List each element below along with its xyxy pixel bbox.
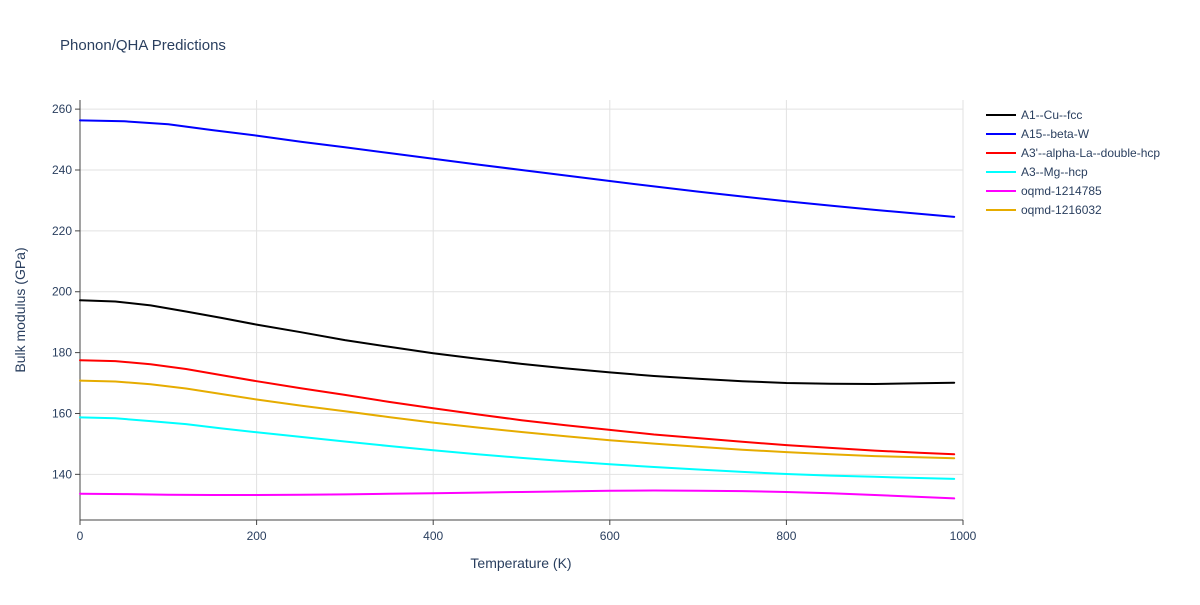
legend-label: oqmd-1216032 — [1021, 203, 1102, 217]
series-line-5[interactable] — [79, 379, 956, 460]
legend-label: oqmd-1214785 — [1021, 184, 1102, 198]
series-line-2[interactable] — [79, 359, 956, 456]
grid — [80, 100, 964, 520]
legend: A1--Cu--fcc A15--beta-W A3'--alpha-La--dou… — [986, 108, 1160, 217]
series-line-1[interactable] — [79, 119, 956, 218]
x-tick-label: 0 — [77, 529, 84, 543]
legend-item[interactable]: A3--Mg--hcp — [986, 165, 1088, 179]
chart-title: Phonon/QHA Predictions — [60, 37, 226, 54]
x-tick-label: 1000 — [950, 529, 977, 543]
y-axis-title: Bulk modulus (GPa) — [12, 247, 28, 372]
legend-item[interactable]: oqmd-1216032 — [986, 203, 1102, 217]
axes: 0 200 400 600 800 1000 140 160 180 200 220 240 260 — [52, 100, 977, 543]
legend-label: A3'--alpha-La--double-hcp — [1021, 146, 1160, 160]
legend-item[interactable]: A3'--alpha-La--double-hcp — [986, 146, 1160, 160]
legend-item[interactable]: A15--beta-W — [986, 127, 1090, 141]
series-line-3[interactable] — [79, 416, 956, 480]
legend-item[interactable]: oqmd-1214785 — [986, 184, 1102, 198]
y-tick-label: 240 — [52, 163, 72, 177]
x-axis-title: Temperature (K) — [470, 555, 571, 571]
x-tick-label: 600 — [600, 529, 620, 543]
plot-area[interactable] — [79, 119, 956, 500]
x-tick-label: 400 — [423, 529, 443, 543]
y-tick-label: 180 — [52, 346, 72, 360]
y-tick-label: 220 — [52, 224, 72, 238]
y-tick-label: 200 — [52, 285, 72, 299]
x-tick-label: 200 — [247, 529, 267, 543]
legend-item[interactable]: A1--Cu--fcc — [986, 108, 1082, 122]
y-tick-label: 140 — [52, 467, 72, 481]
series-line-4[interactable] — [79, 489, 956, 500]
legend-label: A15--beta-W — [1021, 127, 1090, 141]
legend-label: A1--Cu--fcc — [1021, 108, 1082, 122]
x-tick-label: 800 — [776, 529, 796, 543]
y-tick-label: 260 — [52, 102, 72, 116]
legend-label: A3--Mg--hcp — [1021, 165, 1088, 179]
y-tick-label: 160 — [52, 406, 72, 420]
series-line-0[interactable] — [79, 299, 956, 385]
